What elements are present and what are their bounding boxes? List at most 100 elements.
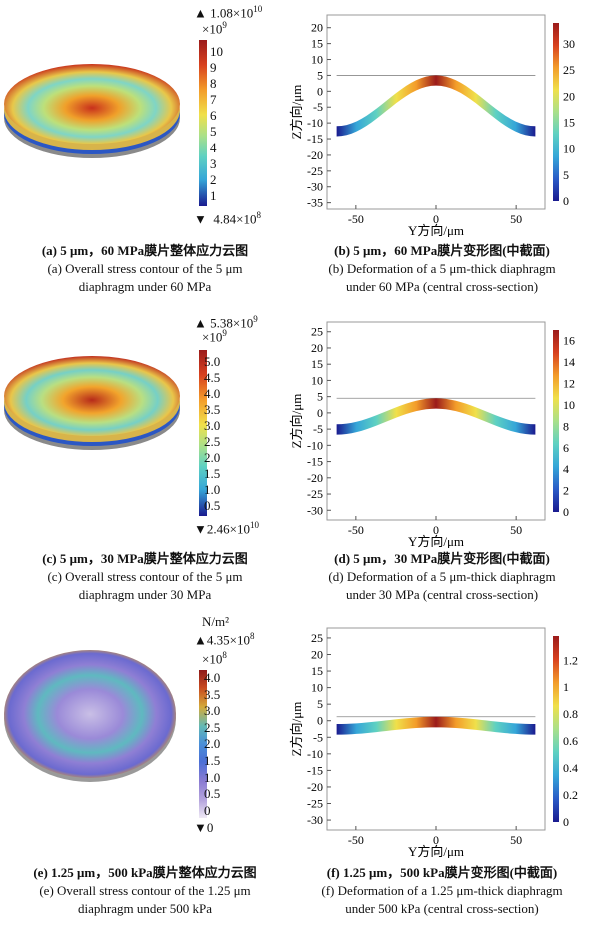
colorbar [553,23,559,201]
x-axis-label: Y方向/μm [408,223,464,237]
y-axis-label: Z方向/μm [289,702,304,757]
caption-en-2: under 30 MPa (central cross-section) [345,587,539,602]
deformation-profile [336,398,536,435]
colorbar-tick-label: 10 [563,142,575,156]
colorbar-c [199,350,207,516]
ticks-e: 4.0 3.5 3.0 2.5 2.0 1.5 1.0 0.5 0 [204,670,220,819]
y-tick-label: -20 [307,148,323,162]
y-tick-label: -5 [313,100,323,114]
tick-a: 5 [210,124,217,139]
y-tick-label: -25 [307,797,323,811]
y-tick-label: -20 [307,471,323,485]
y-tick-label: 15 [311,664,323,678]
min-label-a: ▼ 4.84×108 [194,210,261,227]
x-tick-label: 0 [433,833,439,847]
y-tick-label: -10 [307,116,323,130]
y-tick-label: -30 [307,180,323,194]
caption-f: (f) 1.25 μm，500 kPa膜片变形图(中截面) (f) Deform… [292,864,592,918]
x-tick-label: 0 [433,212,439,226]
y-tick-label: 5 [317,68,323,82]
colorbar-tick-label: 30 [563,37,575,51]
caption-en-1: (e) Overall stress contour of the 1.25 μ… [39,883,251,898]
x-tick-label: -50 [348,833,364,847]
x-tick-label: 50 [510,833,522,847]
colorbar-tick-label: 0 [563,194,569,208]
x-tick-label: -50 [348,523,364,537]
caption-en-1: (d) Deformation of a 5 μm-thick diaphrag… [328,569,556,584]
y-tick-label: -15 [307,132,323,146]
tick-c: 2.0 [204,450,221,465]
caption-zh: (a) 5 μm，60 MPa膜片整体应力云图 [41,243,249,258]
x-axis-label: Y方向/μm [408,534,464,548]
tick-a: 8 [210,76,217,91]
colorbar-tick-label: 0 [563,505,569,519]
panel-e-svg [4,650,207,818]
deformation-profile [336,716,536,735]
y-axis-label: Z方向/μm [289,394,304,449]
y-tick-label: -20 [307,780,323,794]
colorbar-tick-label: 8 [563,419,569,433]
y-tick-label: 0 [317,84,323,98]
x-axis-label: Y方向/μm [408,844,464,858]
panel-a-svg [4,40,207,206]
y-tick-label: 5 [317,697,323,711]
colorbar-tick-label: 1 [563,680,569,694]
tick-c: 4.5 [204,370,221,385]
x-tick-label: 50 [510,523,522,537]
tick-c: 2.5 [204,434,221,449]
caption-en-1: (c) Overall stress contour of the 5 μm [47,569,243,584]
tick-c: 1.5 [204,466,221,481]
colorbar-tick-label: 4 [563,462,569,476]
tick-e: 3.0 [204,703,221,719]
caption-zh: (c) 5 μm，30 MPa膜片整体应力云图 [42,551,248,566]
y-tick-label: -30 [307,503,323,517]
tick-a: 3 [210,156,217,171]
x-tick-label: 50 [510,212,522,226]
unit-label-e: N/m² [202,614,230,629]
caption-en-1: (b) Deformation of a 5 μm-thick diaphrag… [328,261,556,276]
tick-e: 1.0 [204,769,221,785]
colorbar [553,330,559,512]
panel-c-svg [4,350,207,516]
y-tick-label: -35 [307,196,323,210]
caption-en-2: under 60 MPa (central cross-section) [345,279,539,294]
min-label-c: ▼2.46×1010 [194,520,259,537]
multiplier-c: ×109 [202,328,227,345]
colorbar-tick-label: 2 [563,484,569,498]
colorbar-tick-label: 0 [563,815,569,829]
tick-a: 10 [210,44,223,59]
y-tick-label: 15 [311,357,323,371]
plot-frame [326,14,546,210]
y-axis-label: Z方向/μm [289,85,304,140]
tick-c: 5.0 [204,354,221,369]
y-tick-label: 20 [311,647,323,661]
caption-en-2: diaphragm under 60 MPa [78,279,212,294]
caption-en-1: (f) Deformation of a 1.25 μm-thick diaph… [321,883,563,898]
caption-en-2: diaphragm under 30 MPa [78,587,212,602]
y-tick-label: -10 [307,438,323,452]
colorbar-tick-label: 1.2 [563,653,578,667]
y-tick-label: 0 [317,406,323,420]
colorbar-tick-label: 15 [563,115,575,129]
y-tick-label: -5 [313,422,323,436]
colorbar-tick-label: 14 [563,355,575,369]
tick-e: 1.5 [204,752,221,768]
x-tick-label: -50 [348,212,364,226]
disk-top-c [4,356,180,436]
tick-e: 2.0 [204,736,221,752]
caption-c: (c) 5 μm，30 MPa膜片整体应力云图 (c) Overall stre… [0,550,290,604]
tick-a: 4 [210,140,217,155]
max-label-e: ▲4.35×108 [194,631,255,648]
tick-e: 2.5 [204,719,221,735]
tick-c: 0.5 [204,498,221,513]
tick-c: 3.5 [204,402,221,417]
tick-e: 0.5 [204,786,221,802]
colorbar [553,636,559,822]
multiplier-e: ×108 [202,650,227,667]
tick-c: 3.0 [204,418,221,433]
caption-en-1: (a) Overall stress contour of the 5 μm [47,261,243,276]
panel-a-stress [0,0,290,240]
